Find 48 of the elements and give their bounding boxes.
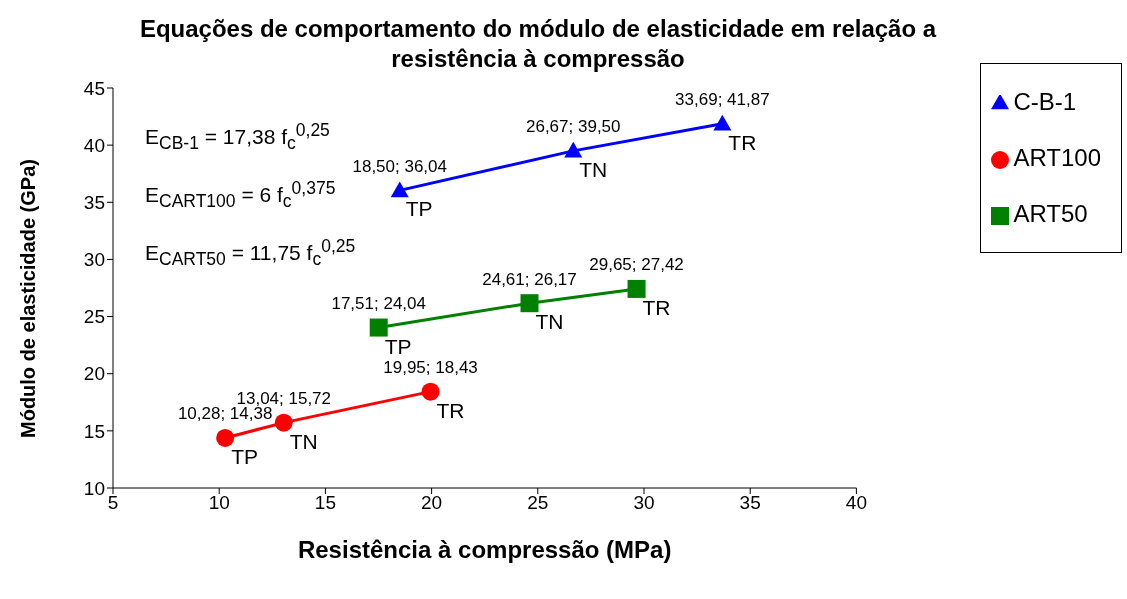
legend-label: ART100 [1013,144,1101,171]
x-tick-label: 20 [421,492,443,514]
point [421,382,440,401]
y-axis-title: Módulo de elasticidade (GPa) [17,159,40,438]
annotation: TR [728,130,757,154]
x-tick-label: 15 [314,492,336,514]
x-tick-label: 40 [845,492,867,514]
data-label: 19,95; 18,43 [383,358,478,378]
data-label: 26,67; 39,50 [526,117,621,137]
annotation: TN [579,157,608,181]
y-tick-label: 20 [83,363,105,385]
x-tick-label: 35 [739,492,761,514]
x-tick-label: 30 [633,492,655,514]
annotation: TP [384,334,412,358]
annotation: TN [535,310,564,334]
y-tick-label: 40 [83,134,105,156]
point [627,279,646,298]
data-label: 18,50; 36,04 [352,156,447,176]
annotation: TR [642,295,671,319]
legend-label: C-B-1 [1013,88,1077,115]
y-tick-label: 15 [83,420,105,442]
point [564,141,583,158]
annotation: TP [405,197,433,221]
legend-label: ART50 [1013,200,1088,227]
point [216,428,235,447]
data-label: 24,61; 26,17 [482,269,577,289]
x-tick-label: 25 [527,492,549,514]
point [390,181,409,198]
data-label: 17,51; 24,04 [331,294,426,314]
point [520,294,539,313]
annotation: TP [231,444,258,468]
x-axis-title: Resistência à compressão (MPa) [297,536,672,563]
x-tick-label: 10 [208,492,230,514]
y-tick-label: 25 [83,306,105,328]
point [274,413,293,432]
y-tick-label: 30 [83,249,105,271]
data-label: 29,65; 27,42 [589,255,684,275]
chart-title: Equações de comportamento do módulo de elasticidade em relação a resistência à compressão [138,14,938,74]
y-tick-label: 35 [83,192,105,214]
point [369,318,388,337]
point [713,114,732,131]
data-label: 13,04; 15,72 [236,389,332,409]
data-label: 33,69; 41,87 [675,90,770,110]
annotation: TR [436,398,465,422]
annotation: TN [289,429,318,453]
y-tick-label: 10 [83,477,105,499]
x-tick-label: 5 [107,492,119,514]
y-tick-label: 45 [83,77,105,99]
